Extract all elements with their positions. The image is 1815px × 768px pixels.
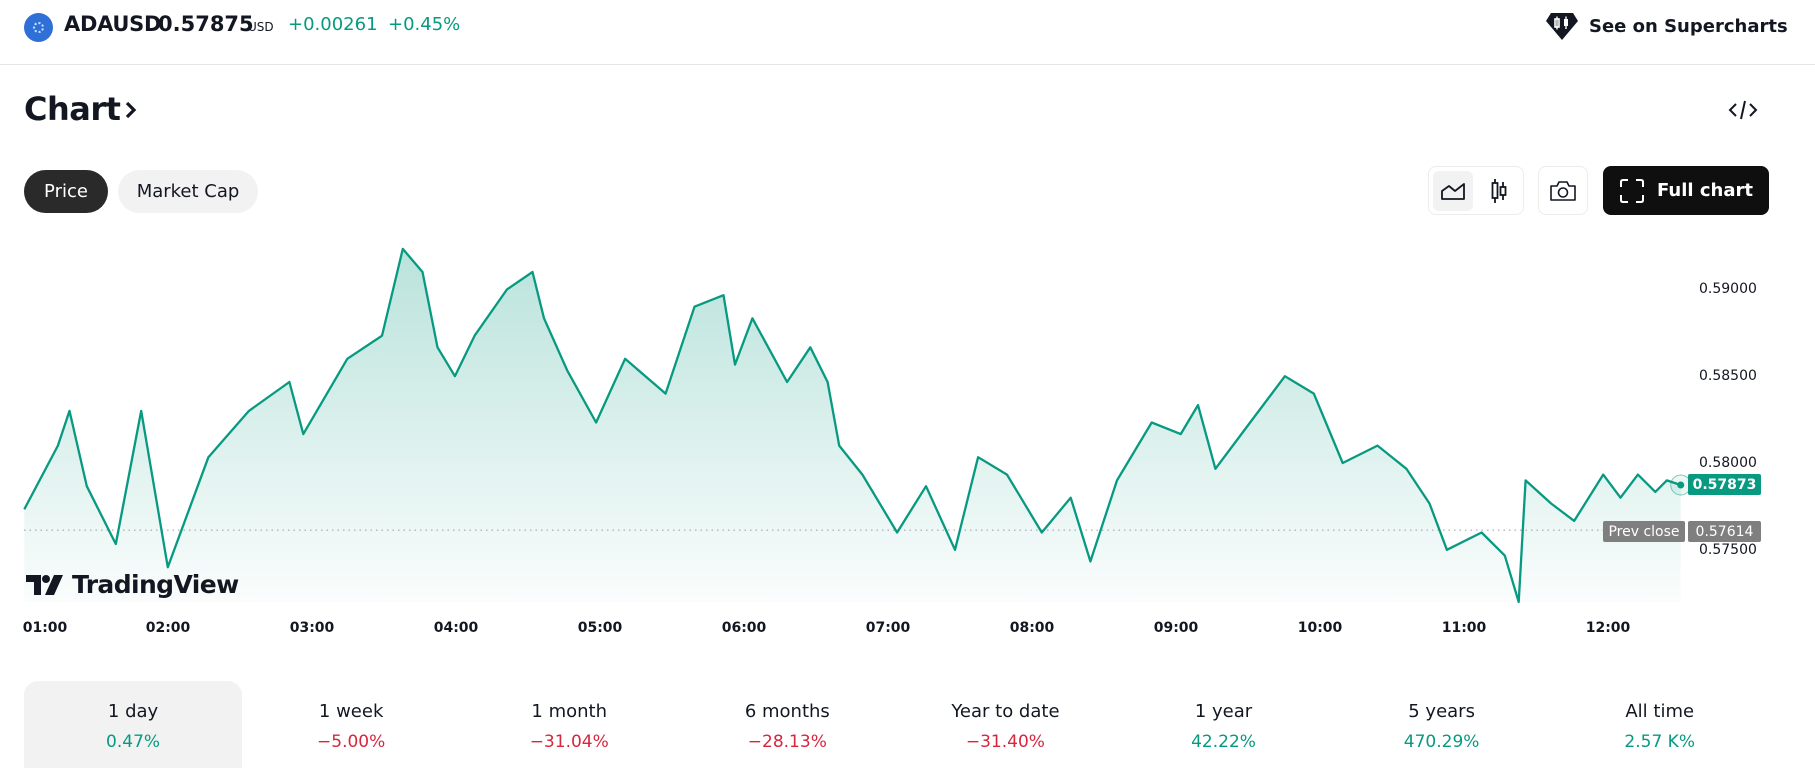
price-change: +0.00261 (288, 14, 378, 35)
candlestick-chart-button[interactable] (1479, 171, 1519, 211)
last-price-tag: 0.57873 (1688, 474, 1761, 495)
period-tab-1-week[interactable]: 1 week −5.00% (242, 681, 460, 768)
period-tab-year-to-date[interactable]: Year to date −31.40% (896, 681, 1114, 768)
full-chart-label: Full chart (1657, 180, 1753, 201)
x-tick-label: 06:00 (721, 620, 767, 636)
period-label: 6 months (744, 701, 830, 722)
tradingview-logo[interactable]: TradingView (26, 570, 239, 599)
last-price-dot (1677, 481, 1685, 489)
y-tick-label: 0.57500 (1699, 542, 1757, 558)
period-tab-5-years[interactable]: 5 years 470.29% (1333, 681, 1551, 768)
period-change-value: 470.29% (1403, 732, 1480, 752)
supercharts-icon (1546, 13, 1578, 40)
period-label: 1 week (318, 701, 384, 722)
chart-type-toggle (1428, 166, 1524, 215)
code-embed-icon (1728, 100, 1758, 120)
x-tick-label: 03:00 (289, 620, 335, 636)
chevron-right-icon (126, 101, 137, 119)
x-tick-label: 11:00 (1441, 620, 1487, 636)
camera-icon (1550, 180, 1576, 201)
x-tick-label: 08:00 (1009, 620, 1055, 636)
period-tab-all-time[interactable]: All time 2.57 K% (1551, 681, 1769, 768)
period-change-value: 0.47% (106, 732, 161, 752)
x-tick-label: 10:00 (1297, 620, 1343, 636)
x-tick-label: 02:00 (145, 620, 191, 636)
supercharts-label: See on Supercharts (1589, 15, 1788, 37)
prev-close-tag-label: Prev close (1603, 521, 1685, 542)
chart-section-link[interactable]: Chart (24, 90, 138, 128)
prev-close-tag-value: 0.57614 (1688, 521, 1761, 542)
embed-code-button[interactable] (1728, 98, 1758, 122)
symbol-header: ADAUSD 0.57875 USD +0.00261 +0.45% See o… (0, 0, 1815, 65)
period-label: 5 years (1408, 701, 1475, 722)
price-area-plot[interactable] (0, 230, 1815, 630)
period-label: 1 month (531, 701, 608, 722)
tradingview-logo-icon (26, 574, 63, 595)
x-tick-label: 12:00 (1585, 620, 1631, 636)
y-tick-label: 0.58500 (1699, 368, 1757, 384)
period-change-value: −28.13% (747, 732, 827, 752)
price-change-percent: +0.45% (388, 14, 461, 35)
snapshot-button[interactable] (1538, 166, 1588, 215)
see-on-supercharts-link[interactable]: See on Supercharts (1545, 10, 1788, 42)
x-tick-label: 01:00 (22, 620, 68, 636)
x-tick-label: 07:00 (865, 620, 911, 636)
currency-label: USD (248, 20, 274, 34)
cardano-coin-icon (24, 13, 53, 42)
tradingview-logo-text: TradingView (72, 570, 239, 599)
period-change-value: −31.40% (965, 732, 1045, 752)
period-change-value: 42.22% (1191, 732, 1256, 752)
price-line (23, 247, 1682, 604)
x-tick-label: 05:00 (577, 620, 623, 636)
period-tab-1-year[interactable]: 1 year 42.22% (1114, 681, 1332, 768)
period-label: 1 day (107, 701, 159, 722)
period-tab-1-day[interactable]: 1 day 0.47% (24, 681, 243, 768)
price-chart[interactable]: 0.59000 0.58500 0.58000 0.57500 0.57873 … (0, 230, 1815, 636)
candlestick-icon (1491, 179, 1507, 203)
period-change-value: 2.57 K% (1624, 732, 1695, 752)
period-tab-1-month[interactable]: 1 month −31.04% (460, 681, 678, 768)
y-tick-label: 0.58000 (1699, 455, 1757, 471)
fullscreen-icon (1620, 178, 1645, 203)
symbol-name: ADAUSD (64, 12, 162, 36)
x-tick-label: 04:00 (433, 620, 479, 636)
x-tick-label: 09:00 (1153, 620, 1199, 636)
period-change-value: −5.00% (317, 732, 386, 752)
period-label: All time (1625, 701, 1695, 722)
full-chart-button[interactable]: Full chart (1603, 166, 1769, 215)
y-tick-label: 0.59000 (1699, 281, 1757, 297)
last-price: 0.57875 (158, 12, 254, 36)
period-performance-tabs: 1 day 0.47% 1 week −5.00% 1 month −31.04… (24, 681, 1769, 768)
period-label: 1 year (1194, 701, 1253, 722)
area-chart-button[interactable] (1433, 171, 1473, 211)
price-tab[interactable]: Price (24, 170, 108, 213)
price-area-fill (24, 248, 1681, 602)
period-change-value: −31.04% (529, 732, 609, 752)
period-label: Year to date (951, 701, 1060, 722)
area-chart-icon (1441, 183, 1465, 200)
market-cap-tab[interactable]: Market Cap (118, 170, 258, 213)
period-tab-6-months[interactable]: 6 months −28.13% (678, 681, 896, 768)
chart-section-title: Chart (24, 90, 121, 128)
